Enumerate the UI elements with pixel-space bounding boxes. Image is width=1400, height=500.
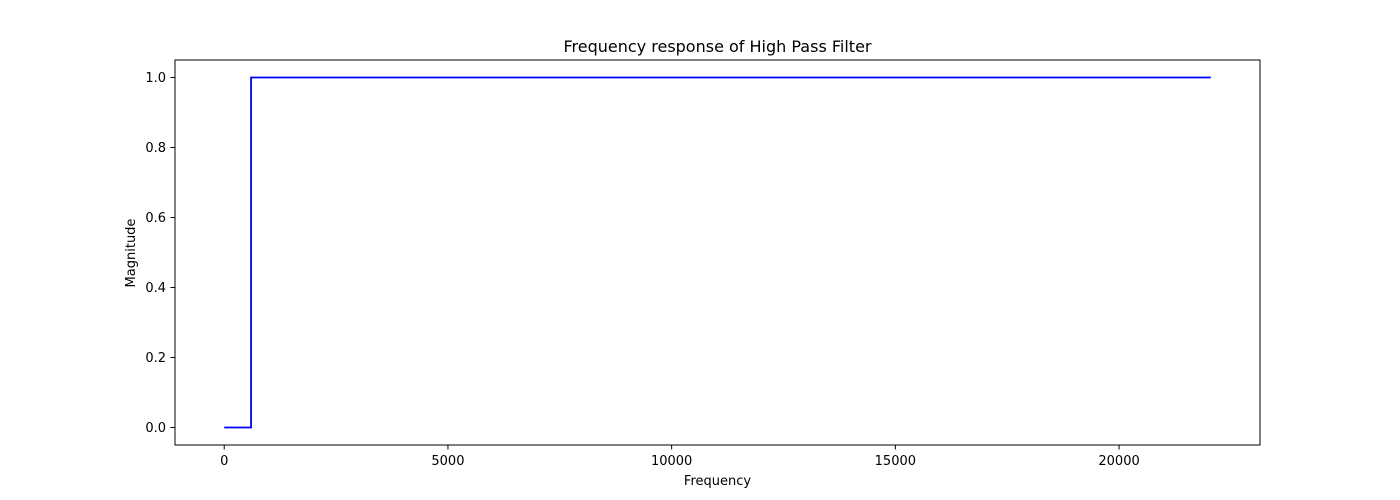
x-axis: 0 5000 10000 15000 20000 (220, 445, 1140, 469)
y-axis: 0.0 0.2 0.4 0.6 0.8 1.0 (145, 71, 175, 436)
y-tick-label: 1.0 (145, 71, 166, 86)
y-tick-label: 0.2 (145, 351, 166, 366)
chart-title: Frequency response of High Pass Filter (564, 37, 872, 56)
y-tick-label: 0.6 (145, 211, 166, 226)
x-tick-label: 5000 (431, 454, 464, 469)
x-tick-label: 10000 (651, 454, 692, 469)
x-tick-label: 0 (220, 454, 228, 469)
y-tick-label: 0.0 (145, 421, 166, 436)
y-tick-label: 0.4 (145, 281, 166, 296)
x-axis-label: Frequency (684, 474, 751, 489)
y-axis-label: Magnitude (124, 219, 139, 288)
y-tick-label: 0.8 (145, 141, 166, 156)
series-line (224, 76, 1211, 429)
x-tick-label: 15000 (875, 454, 916, 469)
series-layer (224, 76, 1211, 429)
x-tick-label: 20000 (1098, 454, 1139, 469)
plot-area-frame (174, 59, 1261, 446)
